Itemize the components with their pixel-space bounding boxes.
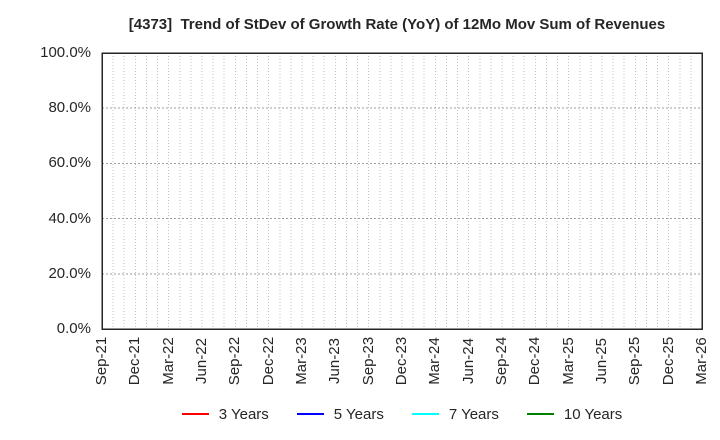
x-tick-label: Dec-23: [393, 336, 410, 386]
y-tick-label: 40.0%: [48, 209, 91, 227]
x-tick-label: Sep-25: [626, 336, 644, 386]
x-tick-label: Mar-23: [293, 337, 310, 385]
legend-item-label: 7 Years: [448, 405, 499, 423]
x-tick-label: Mar-22: [159, 337, 177, 385]
legend-item-label: 3 Years: [218, 405, 269, 423]
x-tick-label: Mar-26: [693, 337, 710, 385]
y-tick-label: 0.0%: [56, 320, 91, 337]
x-tick-label: Sep-23: [359, 336, 377, 386]
y-tick-label: 20.0%: [48, 264, 91, 282]
x-tick-label: Dec-22: [259, 336, 277, 386]
y-tick-label: 80.0%: [48, 99, 91, 117]
x-tick-label: Dec-21: [126, 336, 144, 386]
x-tick-label: Dec-24: [526, 336, 544, 386]
y-tick-label: 60.0%: [48, 154, 91, 172]
legend-item: 10 Years: [526, 405, 623, 423]
legend-item-label: 5 Years: [333, 405, 384, 423]
legend: 3 Years 5 Years 7 Years 10 Years: [102, 403, 702, 425]
x-tick-label: Mar-24: [426, 337, 444, 385]
x-tick-label: Jun-22: [193, 338, 210, 384]
legend-swatch: [181, 412, 209, 416]
x-tick-label: Sep-22: [226, 336, 244, 386]
legend-item: 3 Years: [181, 405, 269, 423]
y-tick-label: 100.0%: [40, 44, 91, 61]
x-tick-label: Sep-21: [93, 336, 110, 386]
x-tick-label: Jun-24: [459, 338, 477, 384]
x-tick-label: Sep-24: [493, 336, 510, 386]
legend-swatch: [526, 412, 554, 416]
legend-item: 7 Years: [411, 405, 499, 423]
x-tick-label: Jun-25: [593, 338, 610, 384]
x-tick-label: Jun-23: [326, 338, 344, 384]
legend-item: 5 Years: [296, 405, 384, 423]
chart-title: [4373] Trend of StDev of Growth Rate (Yo…: [128, 16, 666, 33]
plot-border: [101, 52, 703, 330]
legend-item-label: 10 Years: [563, 405, 623, 423]
x-tick-label: Mar-25: [559, 337, 577, 385]
x-tick-label: Dec-25: [659, 336, 677, 386]
legend-swatch: [296, 412, 324, 416]
legend-swatch: [411, 412, 439, 416]
